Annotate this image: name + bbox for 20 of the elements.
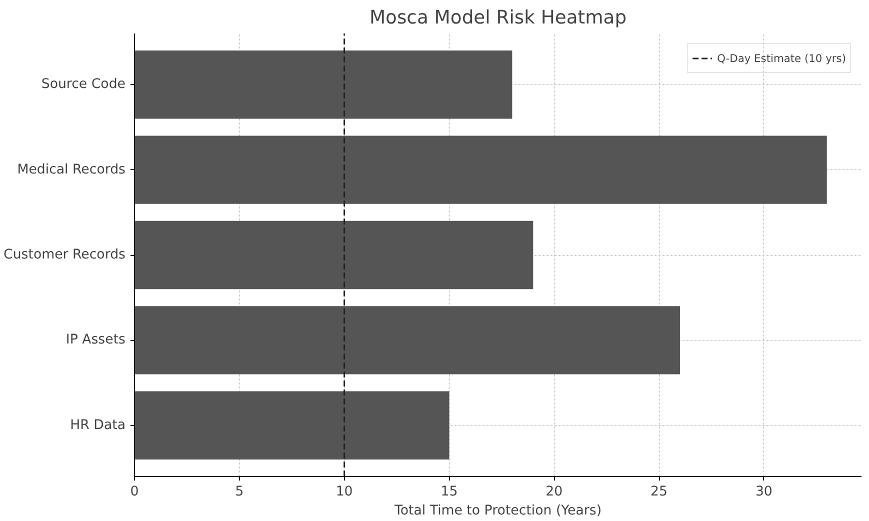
- x-tick-label: 10: [336, 484, 353, 500]
- y-tick-label: Source Code: [41, 77, 126, 92]
- x-axis-title: Total Time to Protection (Years): [393, 504, 602, 518]
- x-tick-label: 5: [235, 484, 244, 500]
- bar: [134, 306, 680, 374]
- x-tick-label: 20: [546, 484, 563, 500]
- chart-title: Mosca Model Risk Heatmap: [369, 8, 627, 28]
- bar: [134, 391, 450, 460]
- y-tick-label: Customer Records: [4, 248, 126, 262]
- x-tick-label: 15: [440, 484, 458, 500]
- y-tick-label: Medical Records: [17, 162, 126, 178]
- y-tick-label: IP Assets: [66, 332, 126, 348]
- y-tick-label: HR Data: [70, 418, 126, 433]
- x-tick-label: 30: [755, 484, 772, 500]
- bar: [134, 220, 534, 290]
- x-tick-label: 0: [130, 484, 139, 500]
- ref-line-label: Q-Day Estimate (10 yrs): [717, 52, 846, 64]
- x-tick-label: 25: [650, 484, 668, 500]
- bar: [134, 50, 512, 119]
- bar: [134, 136, 827, 204]
